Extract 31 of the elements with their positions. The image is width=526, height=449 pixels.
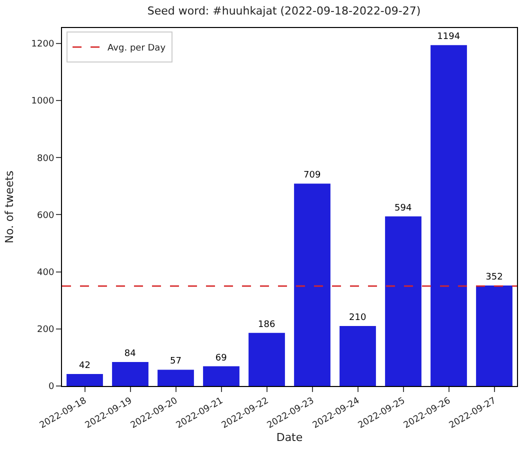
bar bbox=[112, 362, 148, 386]
legend-label: Avg. per Day bbox=[108, 44, 166, 54]
bar bbox=[203, 366, 240, 386]
y-tick-label: 1200 bbox=[31, 40, 54, 50]
y-tick-label: 0 bbox=[48, 382, 54, 392]
bar bbox=[385, 216, 422, 386]
data-label: 709 bbox=[304, 170, 321, 181]
data-label: 594 bbox=[394, 203, 412, 214]
y-tick-label: 1000 bbox=[31, 96, 54, 107]
data-label: 84 bbox=[124, 349, 136, 360]
y-tick-label: 800 bbox=[37, 154, 54, 164]
data-label: 42 bbox=[79, 361, 90, 372]
data-label: 1194 bbox=[437, 32, 460, 42]
bar bbox=[248, 332, 285, 386]
y-axis-title: No. of tweets bbox=[2, 170, 16, 244]
bar bbox=[66, 374, 103, 386]
bar bbox=[476, 286, 512, 386]
bar bbox=[158, 370, 194, 386]
bar bbox=[430, 45, 467, 386]
data-label: 352 bbox=[486, 272, 503, 283]
y-tick-label: 200 bbox=[37, 325, 54, 336]
bar bbox=[294, 184, 330, 386]
bar bbox=[340, 326, 376, 386]
data-label: 57 bbox=[170, 356, 182, 367]
y-tick-label: 400 bbox=[37, 268, 54, 278]
data-label: 210 bbox=[349, 313, 366, 324]
y-tick-label: 600 bbox=[37, 210, 54, 221]
chart-title: Seed word: #huuhkajat (2022-09-18-2022-09-27) bbox=[147, 4, 421, 18]
data-label: 69 bbox=[215, 353, 228, 364]
x-axis-title: Date bbox=[276, 430, 303, 444]
data-label: 186 bbox=[258, 320, 276, 330]
